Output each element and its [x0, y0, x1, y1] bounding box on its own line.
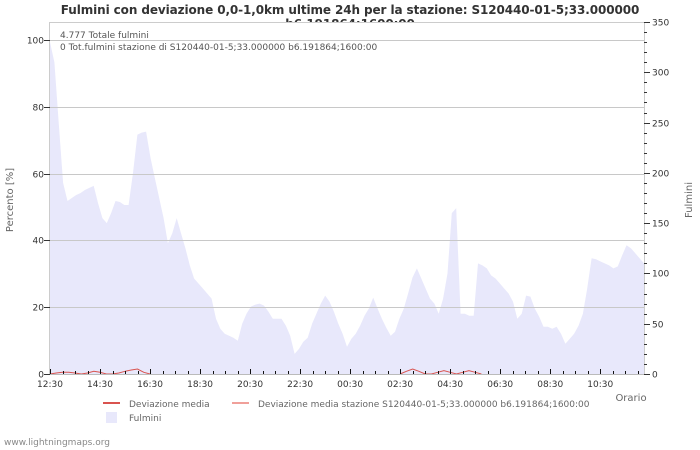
svg-text:100: 100 [27, 37, 44, 47]
svg-text:300: 300 [652, 69, 669, 79]
svg-text:10:30: 10:30 [587, 380, 613, 390]
svg-text:0: 0 [652, 371, 658, 381]
svg-text:20:30: 20:30 [237, 380, 263, 390]
svg-text:200: 200 [652, 170, 669, 180]
svg-text:14:30: 14:30 [87, 380, 113, 390]
svg-text:06:30: 06:30 [487, 380, 513, 390]
legend-label-fulmini: Fulmini [129, 414, 161, 424]
fulmini-area [50, 42, 644, 374]
footer-source: www.lightningmaps.org [4, 438, 110, 448]
axes: 0 20 40 60 80 100 0 50 100 150 200 250 300 350 12:30 14… [27, 19, 670, 391]
svg-text:04:30: 04:30 [437, 380, 463, 390]
gridlines [50, 40, 644, 308]
svg-text:02:30: 02:30 [387, 380, 413, 390]
total-annotation: 4.777 Totale fulmini [60, 31, 149, 41]
svg-text:250: 250 [652, 120, 669, 130]
legend-label-deviazione-media: Deviazione media [129, 400, 210, 410]
left-axis-label: Percento [%] [5, 168, 16, 232]
svg-text:50: 50 [652, 321, 664, 331]
svg-text:80: 80 [33, 104, 45, 114]
legend: Deviazione media Deviazione media stazio… [103, 400, 590, 424]
svg-text:18:30: 18:30 [187, 380, 213, 390]
svg-text:16:30: 16:30 [137, 380, 163, 390]
svg-text:40: 40 [33, 237, 45, 247]
svg-text:60: 60 [33, 171, 45, 181]
svg-text:08:30: 08:30 [537, 380, 563, 390]
x-axis-label: Orario [615, 393, 646, 404]
svg-text:12:30: 12:30 [37, 380, 63, 390]
right-axis-label: Fulmini [684, 182, 695, 218]
legend-label-deviazione-stazione: Deviazione media stazione S120440-01-5;3… [258, 400, 590, 410]
svg-text:22:30: 22:30 [287, 380, 313, 390]
legend-swatch-fulmini [106, 412, 117, 423]
svg-text:350: 350 [652, 19, 669, 29]
svg-text:0: 0 [38, 371, 44, 381]
station-total-annotation: 0 Tot.fulmini stazione di S120440-01-5;3… [60, 43, 377, 53]
svg-text:100: 100 [652, 270, 669, 280]
svg-text:150: 150 [652, 220, 669, 230]
svg-text:20: 20 [33, 304, 45, 314]
svg-text:00:30: 00:30 [337, 380, 363, 390]
